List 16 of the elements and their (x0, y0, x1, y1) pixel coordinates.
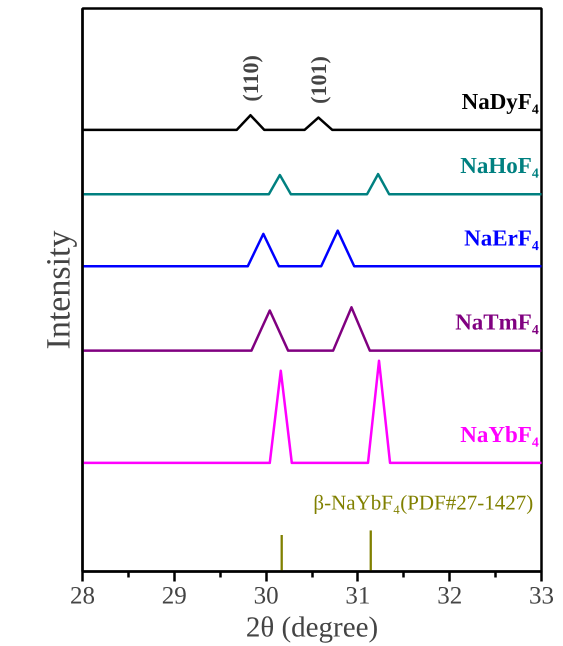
series-label: NaYbF₄ (460, 422, 539, 447)
x-axis-title: 2θ (degree) (246, 612, 378, 644)
x-tick-label: 28 (70, 582, 95, 610)
series-label: NaTmF₄ (455, 310, 539, 335)
x-tick-label: 32 (437, 582, 462, 610)
x-tick-label: 29 (162, 582, 187, 610)
annotation: (110) (238, 55, 263, 102)
series-label: NaDyF₄ (462, 88, 539, 114)
series-label: NaErF₄ (464, 225, 539, 250)
y-axis-title: Intensity (40, 230, 78, 350)
series-label: β-NaYbF₄(PDF#27-1427) (313, 490, 534, 514)
annotation: (101) (306, 56, 331, 104)
series-label: NaHoF₄ (460, 153, 539, 178)
x-tick-label: 33 (529, 582, 554, 610)
x-tick-label: 30 (254, 582, 279, 610)
x-tick-label: 31 (345, 582, 370, 610)
